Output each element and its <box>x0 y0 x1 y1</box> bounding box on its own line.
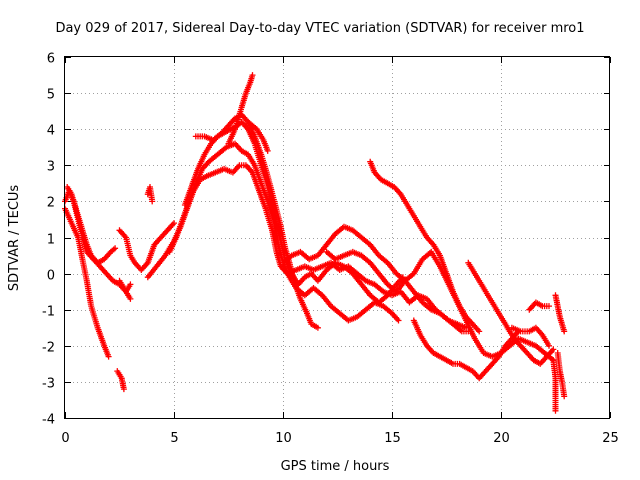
data-point <box>395 317 402 324</box>
data-point <box>552 407 559 414</box>
data-series <box>181 119 406 306</box>
y-tick-label: -3 <box>42 377 55 392</box>
data-point <box>171 220 177 227</box>
data-series <box>280 223 470 331</box>
data-series <box>465 259 557 367</box>
y-tick-label: 3 <box>47 160 55 175</box>
data-point <box>264 147 271 154</box>
chart-title: Day 029 of 2017, Sidereal Day-to-day VTE… <box>55 21 584 36</box>
y-tick-label: 4 <box>47 124 55 139</box>
data-point <box>112 245 119 252</box>
y-axis-label: SDTVAR / TECUs <box>7 185 22 292</box>
data-point <box>314 324 321 331</box>
data-point <box>550 346 557 353</box>
data-series <box>552 292 568 335</box>
data-series <box>367 158 483 335</box>
data-point <box>149 198 156 205</box>
data-series <box>245 119 271 154</box>
y-tick-label: 0 <box>47 269 55 284</box>
data-series <box>508 324 552 349</box>
data-series <box>114 368 127 393</box>
data-series <box>225 72 256 147</box>
x-tick-label: 10 <box>275 431 292 446</box>
data-point <box>561 393 568 400</box>
data-series <box>526 299 552 313</box>
y-tick-label: -2 <box>42 341 55 356</box>
axis-ticks: 0 5 10 15 20 25 -4 -3 -2 -1 0 1 2 3 4 5 6 <box>42 52 619 447</box>
data-series <box>144 184 156 205</box>
x-tick-label: 15 <box>384 431 401 446</box>
data-point <box>127 281 134 288</box>
data-series <box>192 111 321 331</box>
data-series <box>550 357 559 414</box>
data-series <box>554 350 568 400</box>
data-point <box>105 353 112 360</box>
data-series <box>62 205 112 360</box>
data-point <box>249 72 256 79</box>
data-point <box>546 342 552 349</box>
data-series <box>116 220 177 273</box>
data-point <box>476 328 483 335</box>
plot-frame <box>64 56 610 419</box>
y-tick-label: -4 <box>42 413 55 428</box>
y-tick-label: 2 <box>47 196 55 211</box>
data-series <box>62 187 134 295</box>
grid <box>65 57 610 418</box>
y-tick-label: 5 <box>47 88 55 103</box>
data-point <box>561 328 568 335</box>
x-axis-label: GPS time / hours <box>281 459 390 474</box>
data-point <box>546 303 552 310</box>
plot-area <box>62 72 568 414</box>
y-tick-label: -1 <box>42 305 55 320</box>
data-point <box>127 295 134 302</box>
x-tick-label: 5 <box>170 431 178 446</box>
x-tick-label: 25 <box>602 431 619 446</box>
data-point <box>120 386 127 393</box>
x-tick-label: 20 <box>493 431 510 446</box>
data-series <box>116 277 134 302</box>
y-tick-label: 6 <box>47 52 55 67</box>
x-tick-label: 0 <box>61 431 69 446</box>
y-tick-label: 1 <box>47 233 55 248</box>
